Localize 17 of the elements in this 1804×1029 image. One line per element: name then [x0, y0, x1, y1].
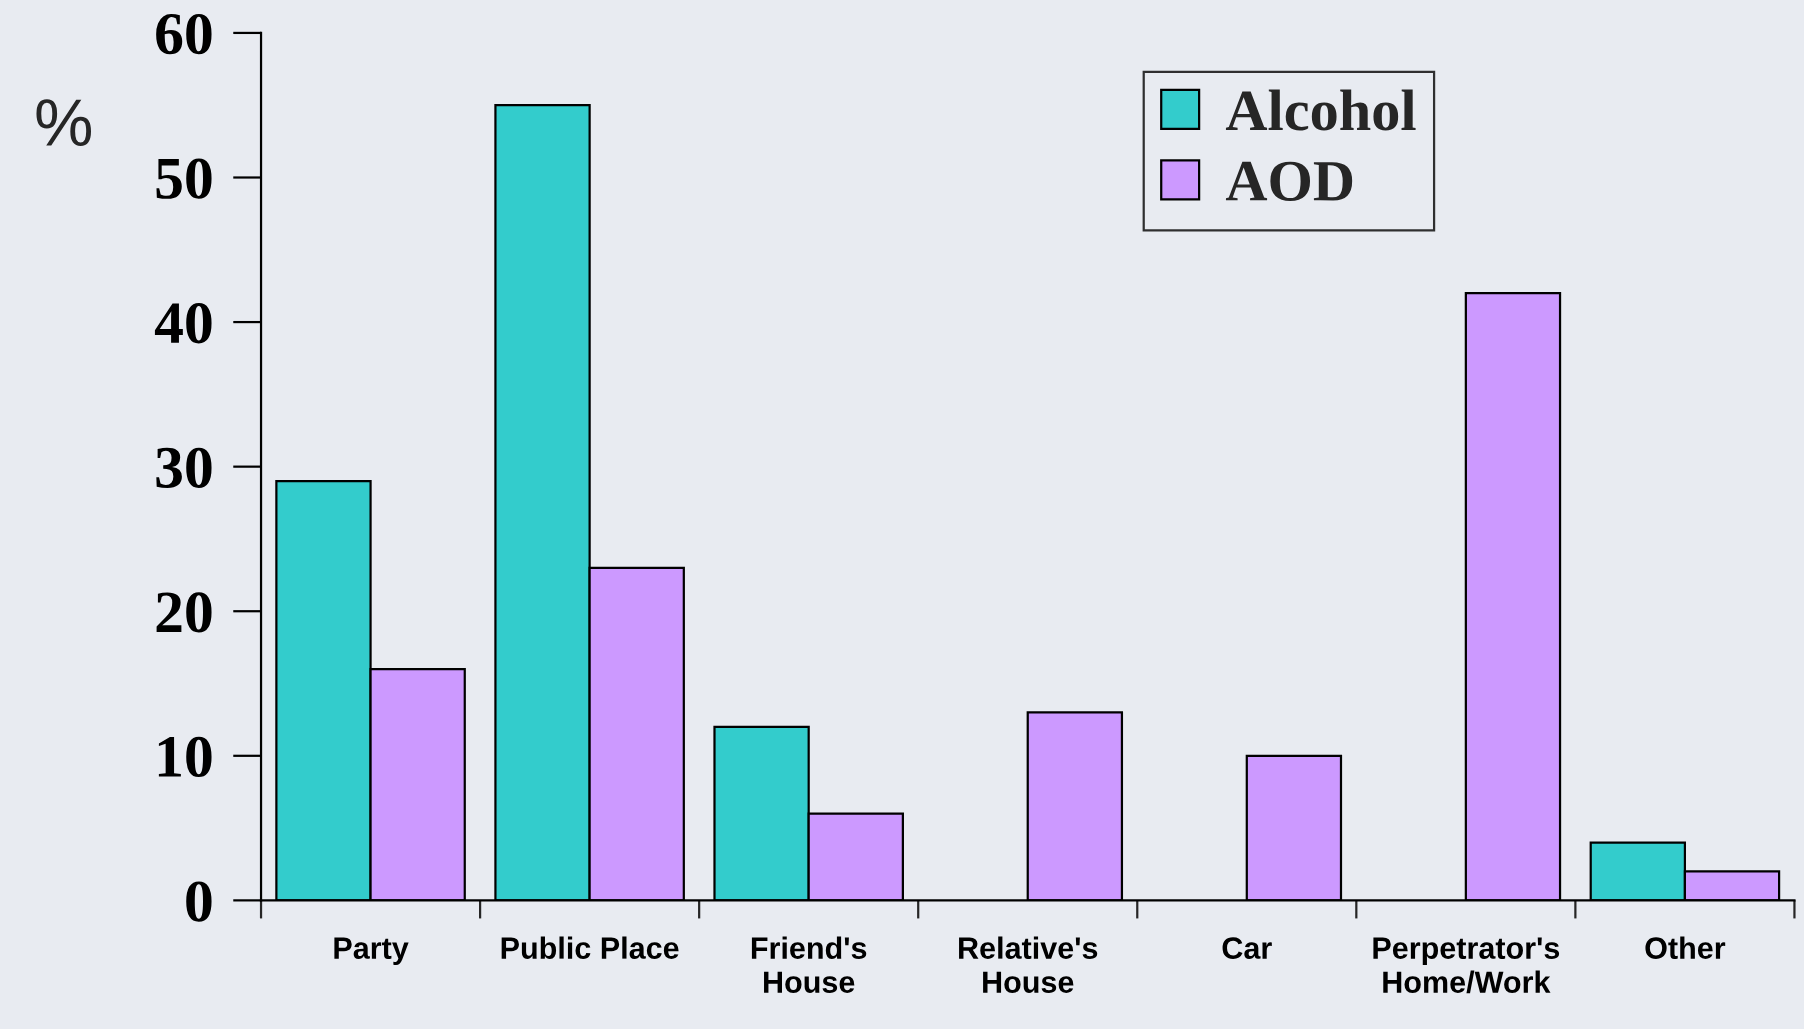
y-tick-label: 0 — [186, 881, 212, 922]
x-tick-label: Car — [1222, 937, 1272, 959]
legend-label: AOD — [1225, 161, 1353, 201]
x-tick-label: Other — [1645, 936, 1726, 959]
y-tick-label: 20 — [156, 592, 212, 633]
x-tick-label: Party — [334, 937, 409, 965]
x-tick-label: Friend's House — [751, 936, 867, 993]
y-tick-label: 10 — [158, 736, 212, 778]
legend-label: Alcohol — [1225, 89, 1416, 131]
y-tick-label: 50 — [156, 158, 212, 199]
x-tick-label: Public Place — [501, 936, 679, 959]
y-tick-label: 30 — [156, 447, 212, 488]
x-tick-label: Perpetrator's Home/Work — [1373, 937, 1560, 994]
y-tick-label: 60 — [156, 13, 212, 55]
y-tick-label: 40 — [154, 303, 212, 344]
x-tick-label: Relative's House — [959, 936, 1098, 993]
y-axis-title: % — [36, 99, 91, 146]
